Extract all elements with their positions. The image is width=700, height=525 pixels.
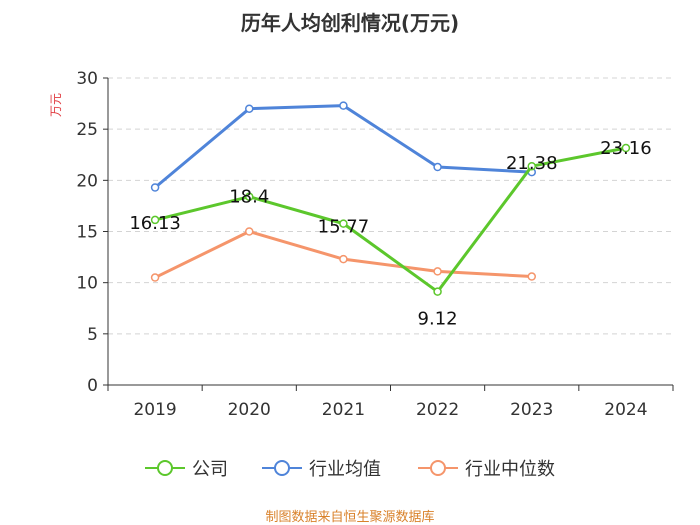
legend-label: 行业均值 <box>309 459 381 480</box>
data-label: 18.4 <box>229 187 269 208</box>
y-tick-label: 30 <box>76 69 98 89</box>
y-axis-label: 万元 <box>49 93 63 117</box>
data-point <box>527 272 536 281</box>
data-point <box>339 219 348 228</box>
legend-marker <box>274 460 290 476</box>
series-line <box>154 146 627 294</box>
data-point <box>433 287 442 296</box>
x-tick-label: 2022 <box>416 400 459 420</box>
data-label: 21.38 <box>506 153 558 174</box>
legend-item[interactable]: 行业均值 <box>262 459 381 480</box>
chart-title: 历年人均创利情况(万元) <box>241 11 459 35</box>
data-point <box>339 254 348 264</box>
data-labels: 16.13 18.4 15.77 9.12 21.38 23.16 <box>129 138 651 330</box>
data-point <box>245 104 254 113</box>
x-tick-label: 2024 <box>604 400 647 420</box>
data-label: 15.77 <box>318 217 370 238</box>
x-tick-label: 2023 <box>510 400 553 420</box>
series-line <box>154 230 532 279</box>
grid <box>108 77 673 335</box>
legend-marker <box>157 460 173 476</box>
axes: 0 5 10 15 20 25 30 2019 2020 2021 2022 2023 2024 <box>76 69 674 420</box>
data-point <box>150 215 160 225</box>
y-tick-label: 20 <box>76 171 98 191</box>
data-point <box>245 227 254 236</box>
series-line <box>154 104 532 189</box>
x-tick-label: 2021 <box>322 400 365 420</box>
data-point <box>150 273 160 282</box>
x-tick-label: 2020 <box>228 400 271 420</box>
y-tick-label: 0 <box>87 376 98 396</box>
y-tick-label: 5 <box>87 325 98 345</box>
data-point <box>339 101 348 110</box>
legend[interactable]: 公司 行业均值 行业中位数 <box>145 459 555 480</box>
source-note: 制图数据来自恒生聚源数据库 <box>265 510 435 525</box>
data-point <box>433 267 442 276</box>
x-tick-label: 2019 <box>133 400 176 420</box>
legend-item[interactable]: 行业中位数 <box>418 459 555 480</box>
legend-item[interactable]: 公司 <box>145 459 228 480</box>
data-label: 16.13 <box>129 213 181 234</box>
data-point <box>527 161 536 171</box>
data-point <box>245 192 254 201</box>
series <box>150 101 631 296</box>
data-point <box>433 162 442 172</box>
y-tick-label: 25 <box>76 120 98 140</box>
legend-marker <box>430 460 446 476</box>
y-tick-label: 15 <box>76 223 98 243</box>
data-label: 23.16 <box>600 138 652 159</box>
data-label: 9.12 <box>418 309 458 330</box>
y-tick-label: 10 <box>76 274 98 294</box>
data-point <box>621 143 631 153</box>
data-point <box>150 183 160 192</box>
legend-label: 公司 <box>192 459 228 480</box>
legend-label: 行业中位数 <box>465 459 555 480</box>
